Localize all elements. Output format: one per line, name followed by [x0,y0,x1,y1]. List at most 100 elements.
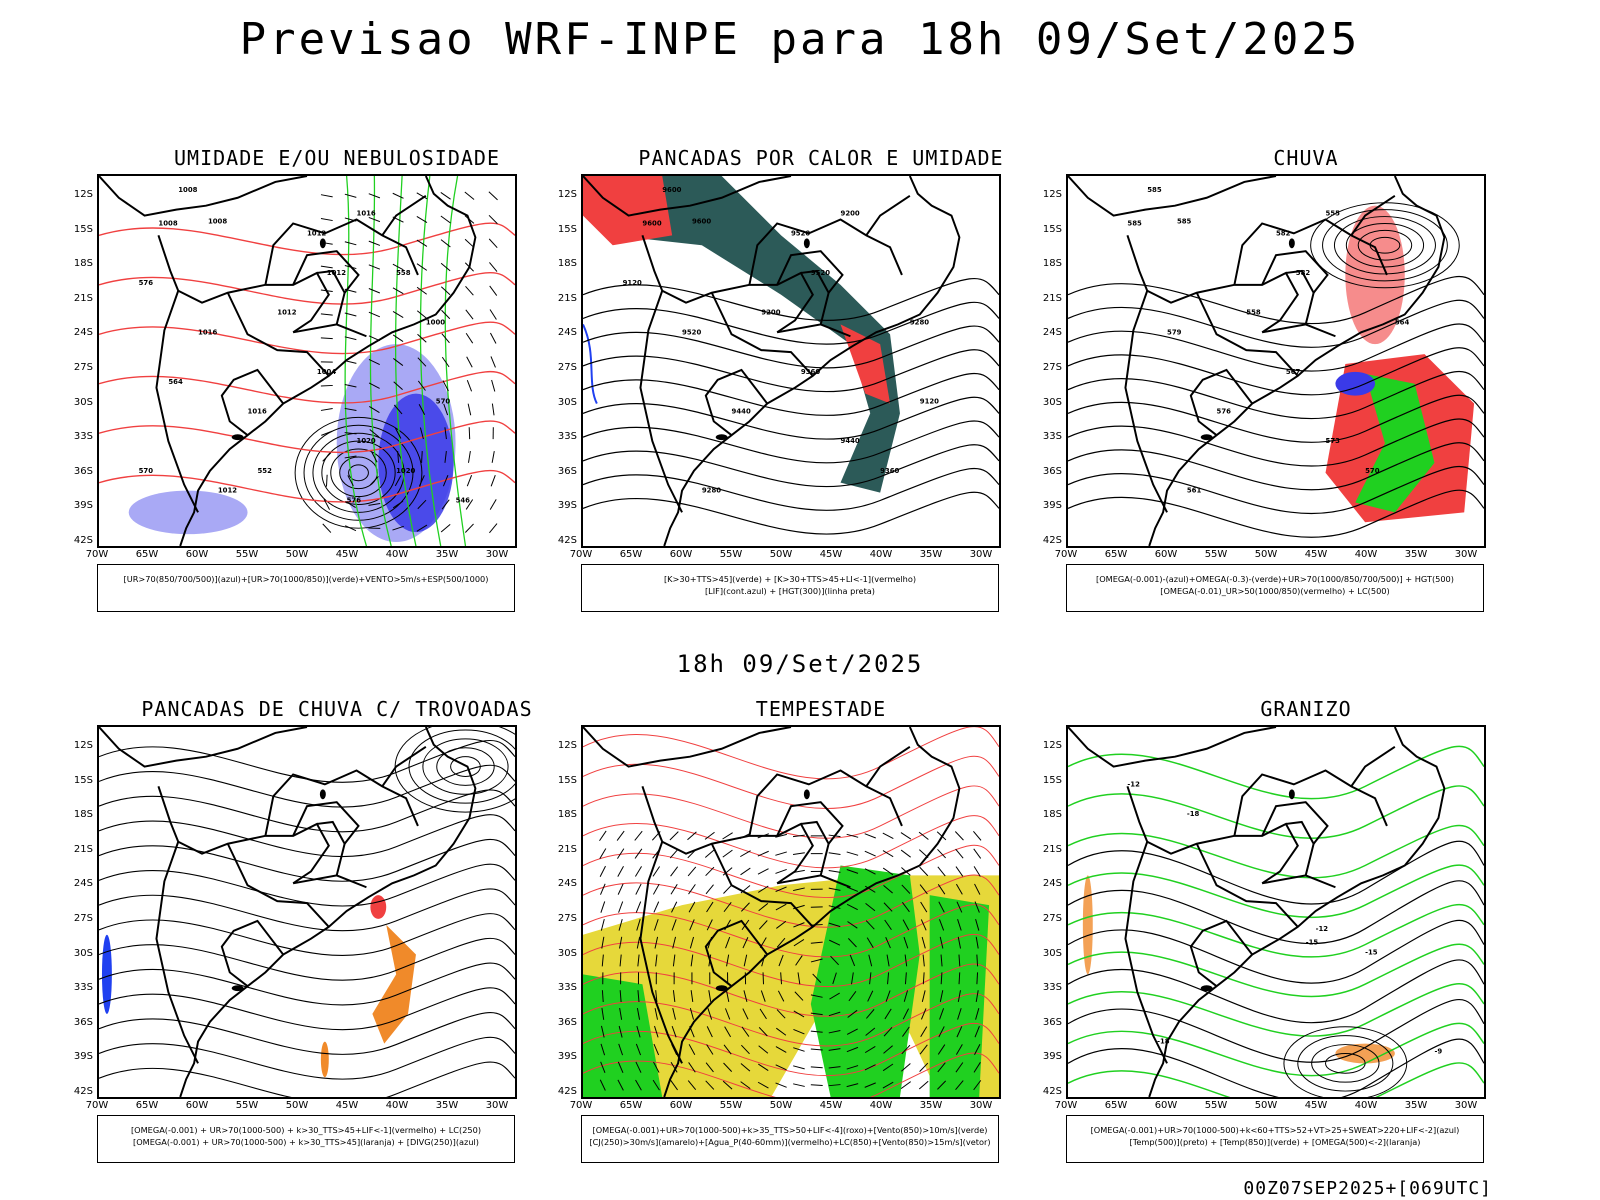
wind-vector [417,380,426,391]
wind-vector [392,192,404,199]
wind-vector [687,866,697,877]
streamline [99,987,515,1031]
wind-vector [418,475,425,487]
lat-tick-label: 21S [1042,843,1062,855]
contour-value-label: 9520 [811,269,830,277]
wind-vector [797,972,801,985]
wind-vector [830,955,840,966]
lat-tick-label: 24S [557,878,577,890]
legend-box: [OMEGA(-0.001)+UR>70(1000-500)+k<60+TTS>… [1066,1115,1484,1163]
wind-vector [465,309,474,320]
wind-vector [489,262,498,272]
wind-vector [958,954,961,967]
panel-granizo: GRANIZO 12S 15S 18S 21S 24S 27S 30S 33S 36S 39S 42… [1026,697,1586,1177]
wind-vector [777,990,785,1002]
wind-vector [618,919,623,931]
boundary-line [381,745,427,787]
wind-vector [441,356,450,368]
wind-vector [655,990,658,1003]
wind-vector [810,1012,823,1016]
divergence-area [101,934,112,1014]
wind-vector [864,850,876,857]
contour-value-label: 9120 [623,279,642,287]
wind-vector [957,990,961,1003]
wind-vector [636,936,641,949]
boundary-line [663,176,961,546]
wind-vector [828,1048,841,1051]
wind-vector [440,215,451,224]
wind-vector [955,848,964,859]
lon-tick-label: 65W [1104,1100,1128,1111]
wind-vector [829,992,840,1000]
boundary-line [99,727,308,768]
wind-vector [740,1081,751,1090]
wind-vector [636,919,641,931]
wind-vector [392,334,404,342]
wind-vector [601,954,604,967]
wind-vector [489,523,498,534]
lat-tick-label: 42S [557,535,577,546]
lat-tick-label: 42S [73,535,93,546]
wind-vector [937,866,946,877]
hgt300-line [583,372,999,416]
lat-tick-label: 36S [557,465,577,477]
legend-line-1: [OMEGA(-0.001)+UR>70(1000-500)+k<60+TTS>… [1090,1125,1460,1135]
lat-tick-label: 42S [1042,1086,1062,1097]
wind-vector [743,954,748,967]
lat-tick-label: 27S [557,913,577,924]
boundary-line [865,194,911,236]
wind-vector [672,990,676,1003]
legend-line-2: [OMEGA(-0.001) + UR>70(1000-500) + k>30_… [133,1137,479,1147]
contour-value-label: 582 [1296,269,1311,277]
wind-vector [441,333,450,344]
wind-vector [919,884,928,895]
wind-vector [347,475,354,487]
contour-value-label: -15 [1306,939,1319,947]
temp850-line [1068,983,1484,1037]
boundary-line [1261,874,1336,889]
wind-vector [468,451,471,463]
boundary-line [583,727,792,768]
wind-vector [793,1028,805,1035]
lat-tick-label: 39S [557,500,577,512]
wind-vector [344,336,357,341]
lon-tick-label: 40W [1354,549,1378,560]
legend-line-2: [OMEGA(-0.01)_UR>50(1000/850)(vermelho) … [1160,586,1390,596]
wind-vector [726,954,730,967]
wind-vector [901,901,910,913]
wind-vector [418,403,426,415]
temp850-line [1068,1022,1484,1077]
lat-tick-label: 21S [557,292,577,304]
wind-vector [672,936,677,949]
lif-contour [583,323,598,404]
contour-value-label: 9200 [841,210,860,218]
contour-value-label: 579 [1167,328,1182,336]
wind-vector [670,1080,678,1091]
wind-vector [368,359,380,365]
wind-vector [884,1008,892,1020]
wind-vector [776,920,787,929]
contour-value-label: 1020 [357,437,376,445]
wind-vector [940,972,943,985]
streamline-ring [450,756,481,777]
lat-tick-label: 24S [1042,878,1062,890]
wind-vector [417,499,427,510]
isobar-ring [312,432,405,513]
streamline [99,1036,515,1080]
lat-tick-label: 30S [1042,396,1062,408]
boundary-line [316,269,346,325]
wind-vector [884,919,892,931]
wind-vector [670,883,678,895]
temp500-ring [1311,1044,1380,1083]
hgt500-line [1068,418,1484,467]
wind-vector [865,920,875,930]
lake-mark [1288,789,1295,800]
wind-vector [848,991,857,1002]
wind-vector [416,263,428,271]
wind-vector [866,937,874,949]
boundary-line [1146,822,1299,885]
wind-vector [886,954,890,967]
hgt500-line [1068,370,1484,420]
temp500-ring [1283,1026,1408,1097]
wind-vector [467,403,472,416]
